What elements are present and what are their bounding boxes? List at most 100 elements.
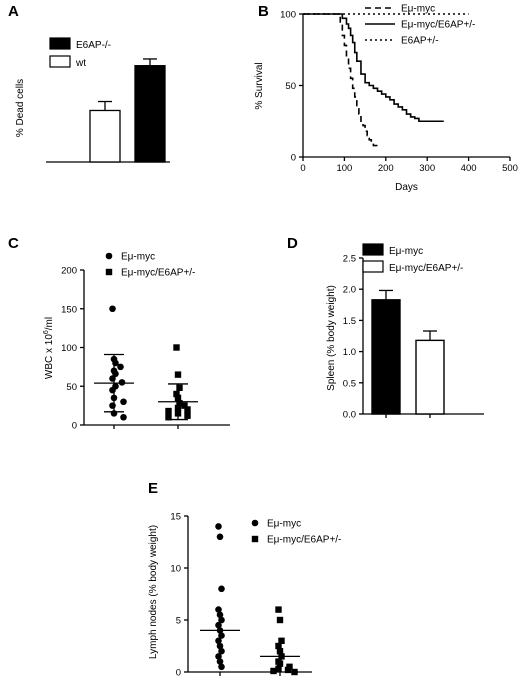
data-point <box>276 660 284 667</box>
data-point <box>215 653 222 660</box>
x-tick-label: 200 <box>378 163 394 174</box>
y-tick-label: 150 <box>61 304 77 315</box>
survival-line-1 <box>303 13 444 123</box>
data-point <box>275 642 282 650</box>
panel-a: A % Dead cells E6AP-/- wt <box>8 3 170 163</box>
data-point <box>215 637 222 645</box>
y-tick-label: 100 <box>280 10 296 21</box>
legend-label-1: Eμ-myc/E6AP+/- <box>389 263 463 274</box>
legend-label-1: wt <box>75 58 86 69</box>
y-axis-title: % Dead cells <box>15 79 26 137</box>
data-point <box>284 666 292 674</box>
data-point <box>275 606 282 613</box>
legend-label-1: Eμ-myc/E6AP+/- <box>267 535 341 546</box>
y-tick-label: 100 <box>61 343 77 354</box>
legend-label-0: E6AP-/- <box>76 40 111 51</box>
legend-swatch-1 <box>362 260 384 273</box>
data-point <box>215 606 222 613</box>
x-axis-title: Days <box>395 182 418 193</box>
data-point <box>218 632 225 639</box>
data-point <box>176 400 183 407</box>
y-tick-label: 0 <box>291 153 296 164</box>
bar-0 <box>89 109 121 163</box>
y-axis-title-sup: 6 <box>43 330 50 334</box>
y-tick-label: 50 <box>66 382 77 393</box>
legend-label-0: Eμ-myc <box>401 4 435 15</box>
legend-label-1: Eμ-myc/E6AP+/- <box>121 268 195 279</box>
data-point <box>218 663 225 671</box>
legend-marker-0 <box>105 252 113 260</box>
x-tick-label: 100 <box>336 163 352 174</box>
data-point <box>120 398 127 406</box>
panel-d: D 0.0 0.5 1.0 1.5 2.0 2.5 Spleen (% body weight… <box>287 235 484 421</box>
data-point <box>218 616 225 624</box>
y-axis-title: % Survival <box>254 62 265 109</box>
data-point <box>173 344 180 351</box>
data-point <box>275 665 282 673</box>
data-point <box>218 585 225 593</box>
data-point <box>291 668 298 676</box>
y-tick-label: 50 <box>285 81 296 92</box>
data-point <box>109 386 116 394</box>
data-point <box>117 363 124 371</box>
y-axis-title: Spleen (% body weight) <box>326 285 337 391</box>
legend-swatch-0 <box>362 243 384 256</box>
y-tick-label: 0.0 <box>343 410 356 421</box>
x-tick-label: 400 <box>461 163 477 174</box>
data-point <box>118 379 126 386</box>
y-tick-label: 1.0 <box>343 347 356 358</box>
data-point <box>173 390 180 398</box>
data-point <box>216 658 224 665</box>
data-point <box>184 406 191 413</box>
data-point <box>165 407 172 415</box>
legend-swatch-0 <box>49 37 71 50</box>
data-point <box>181 402 188 409</box>
data-point <box>276 648 284 655</box>
legend-label-0: Eμ-myc <box>121 252 155 263</box>
y-tick-label: 15 <box>170 512 181 523</box>
data-point <box>216 642 224 650</box>
data-point <box>120 413 127 421</box>
x-tick-label: 300 <box>419 163 435 174</box>
legend-label-2: E6AP+/- <box>401 36 439 47</box>
data-point <box>215 621 222 629</box>
data-point <box>109 375 116 382</box>
data-point <box>109 402 116 409</box>
data-point <box>270 667 277 675</box>
legend-marker-0 <box>251 519 259 527</box>
panel-label-d: D <box>287 235 298 252</box>
legend-label-0: Eμ-myc <box>267 519 301 530</box>
panel-label-b: B <box>258 3 269 20</box>
data-point <box>165 414 172 421</box>
data-point <box>216 611 224 619</box>
panel-label-e: E <box>148 480 158 497</box>
panel-c: C 0 50 100 150 200 Eμ-myc Eμ-myc/E6AP+/- WBC x 1… <box>8 235 230 432</box>
y-tick-label: 10 <box>170 564 181 575</box>
x-tick-label: 500 <box>502 163 518 174</box>
y-tick-label: 200 <box>61 266 77 277</box>
legend-marker-1 <box>105 268 113 276</box>
y-tick-label: 5 <box>176 616 181 627</box>
panel-e: E 0 5 10 15 Eμ-myc Eμ-myc/E6AP+/- Lymph nodes (… <box>148 480 341 679</box>
panel-label-c: C <box>8 235 19 252</box>
survival-line-0 <box>303 13 378 150</box>
y-tick-label: 0 <box>176 668 181 679</box>
y-tick-label: 1.5 <box>343 316 356 327</box>
data-point <box>216 533 224 541</box>
y-axis-title: WBC x 106/ml <box>43 317 55 379</box>
y-tick-label: 0 <box>72 421 77 432</box>
y-axis-title: Lymph nodes (% body weight) <box>148 525 159 659</box>
data-point <box>174 371 182 378</box>
y-tick-label: 0.5 <box>343 378 356 389</box>
data-point <box>278 637 285 644</box>
data-point <box>176 384 183 391</box>
legend-label-0: Eμ-myc <box>389 246 423 257</box>
bar-1 <box>415 339 445 415</box>
legend-swatch-1 <box>49 55 71 68</box>
panel-b: B 0 100 200 300 400 500 0 50 100 Days % Survival Eμ-… <box>254 3 518 193</box>
y-tick-label: 2.5 <box>343 254 356 265</box>
x-tick-label: 0 <box>300 163 305 174</box>
data-point <box>276 616 284 624</box>
bar-0 <box>371 299 401 415</box>
